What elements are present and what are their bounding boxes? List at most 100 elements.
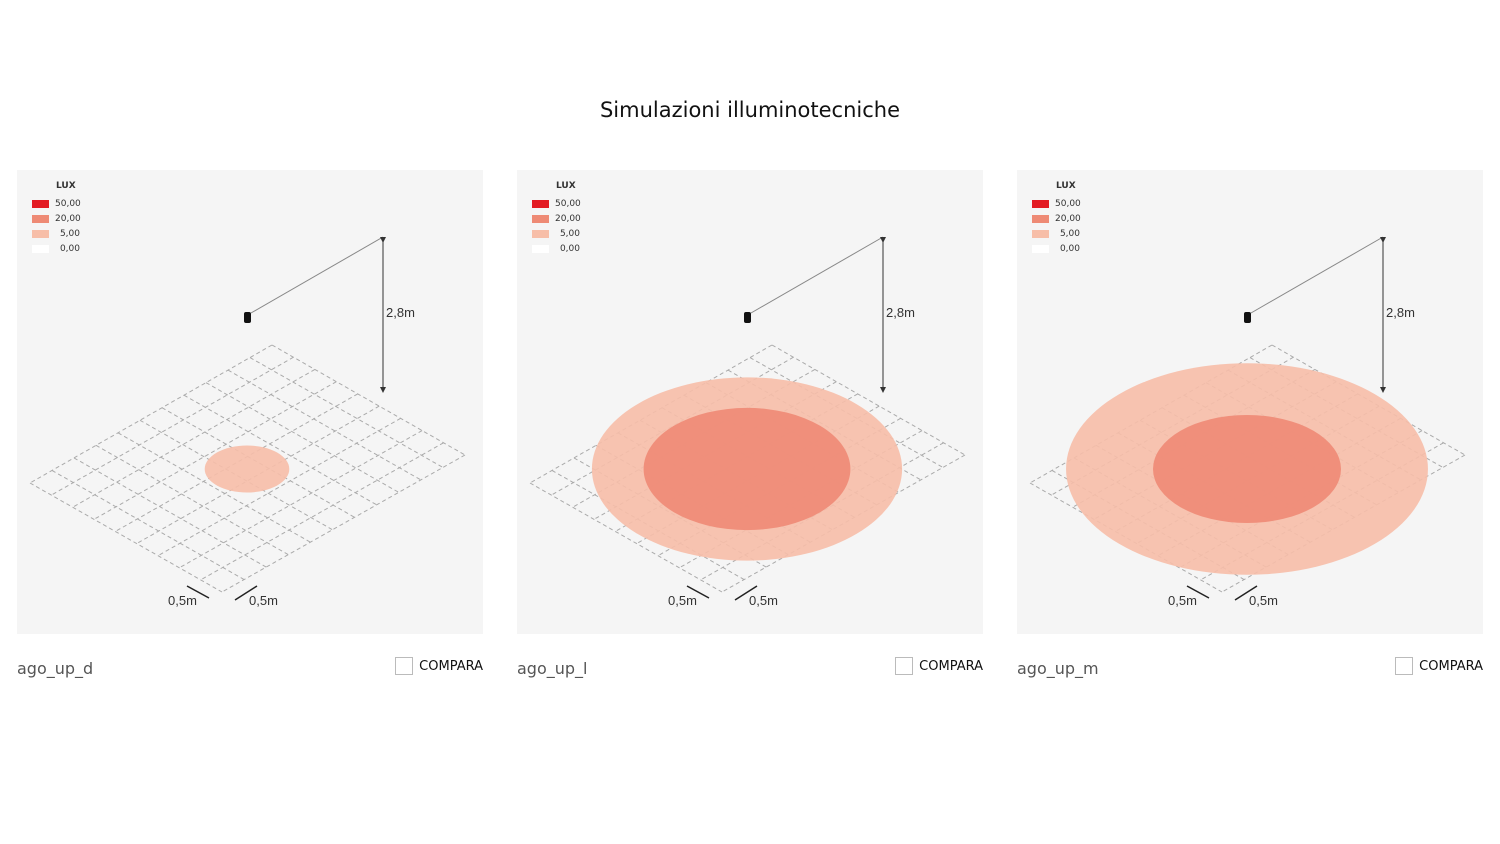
grid-dimension-label: 0,5m: [1168, 593, 1197, 608]
grid-line: [51, 470, 245, 580]
grid-line: [29, 482, 223, 593]
grid-line: [117, 432, 311, 543]
checkbox-icon[interactable]: [395, 657, 414, 675]
pole-line: [1250, 236, 1384, 314]
lux-legend: LUX 50,00 20,00 5,00 0,00: [532, 181, 581, 256]
legend-swatch: [1032, 229, 1049, 238]
grid-line: [1271, 344, 1466, 456]
height-label: 2,8m: [886, 305, 915, 320]
grid-line: [529, 344, 773, 484]
lux-legend: LUX 50,00 20,00 5,00 0,00: [1032, 181, 1081, 256]
grid-line: [115, 393, 359, 532]
grid-line: [551, 470, 745, 580]
grid-line: [551, 356, 794, 496]
grid-line: [249, 357, 444, 468]
lighting-diagram: 2,8m 0,5m 0,5m: [29, 236, 466, 608]
legend-swatch: [532, 199, 549, 208]
grid-line: [271, 344, 466, 456]
grid-line: [183, 394, 377, 506]
grid-line: [157, 417, 401, 557]
checkbox-icon[interactable]: [895, 657, 914, 675]
legend-swatch: [32, 244, 49, 253]
grid-line: [73, 457, 267, 568]
legend-header: LUX: [56, 181, 76, 191]
pole-line: [750, 236, 884, 314]
simulation-name: ago_up_l: [517, 659, 588, 678]
compare-checkbox[interactable]: COMPARA: [1395, 657, 1483, 675]
legend-value: 20,00: [555, 213, 581, 224]
compare-checkbox[interactable]: COMPARA: [895, 657, 983, 675]
luminaire-icon: [244, 312, 251, 323]
simulation-panel: 2,8m 0,5m 0,5m LUX 50,00 20,00 5,00 0,00: [517, 170, 983, 634]
height-label: 2,8m: [1386, 305, 1415, 320]
grid-dimension-label: 0,5m: [749, 593, 778, 608]
grid-line: [72, 369, 316, 508]
grid-line: [227, 369, 422, 481]
legend-swatch: [1032, 199, 1049, 208]
grid-line: [93, 381, 337, 520]
legend-swatch: [1032, 244, 1049, 253]
legend-value: 50,00: [55, 198, 81, 209]
legend-item: 0,00: [32, 241, 80, 256]
legend-item: 0,00: [532, 241, 580, 256]
legend-value: 20,00: [55, 213, 81, 224]
legend-swatch: [32, 199, 49, 208]
lighting-diagram: 2,8m 0,5m 0,5m: [1029, 236, 1466, 608]
grid-line: [179, 430, 423, 569]
lux-legend: LUX 50,00 20,00 5,00 0,00: [32, 181, 81, 256]
simulation-card: 2,8m 0,5m 0,5m LUX 50,00 20,00 5,00 0,00 ago…: [517, 170, 983, 678]
grid-line: [721, 454, 966, 593]
page-title: Simulazioni illuminotecniche: [599, 98, 901, 122]
grid-line: [200, 442, 444, 581]
grid-dimension-label: 0,5m: [168, 593, 197, 608]
grid-line: [205, 382, 399, 493]
lux-zone-ellipse: [204, 445, 290, 493]
grid-line: [749, 357, 944, 468]
legend-item: 20,00: [532, 211, 581, 226]
lux-zone-ellipse: [643, 407, 851, 531]
compare-checkbox[interactable]: COMPARA: [395, 657, 483, 675]
compare-label: COMPARA: [419, 658, 483, 674]
compare-label: COMPARA: [919, 658, 983, 674]
legend-item: 0,00: [1032, 241, 1080, 256]
grid-line: [136, 405, 380, 544]
grid-line: [1029, 482, 1223, 593]
luminaire-icon: [744, 312, 751, 323]
grid-dimension-label: 0,5m: [249, 593, 278, 608]
legend-swatch: [532, 244, 549, 253]
simulation-name: ago_up_m: [1017, 659, 1099, 678]
legend-item: 20,00: [1032, 211, 1081, 226]
legend-item: 5,00: [1032, 226, 1080, 241]
legend-value: 50,00: [1055, 198, 1081, 209]
luminaire-icon: [1244, 312, 1251, 323]
legend-value: 0,00: [1059, 243, 1080, 254]
legend-header: LUX: [1056, 181, 1076, 191]
legend-value: 5,00: [1059, 228, 1080, 239]
grid-line: [29, 344, 273, 484]
checkbox-icon[interactable]: [1395, 657, 1414, 675]
legend-value: 50,00: [555, 198, 581, 209]
legend-value: 0,00: [559, 243, 580, 254]
legend-value: 5,00: [559, 228, 580, 239]
simulation-panel: 2,8m 0,5m 0,5m LUX 50,00 20,00 5,00 0,00: [1017, 170, 1483, 634]
height-label: 2,8m: [386, 305, 415, 320]
grid-line: [51, 356, 294, 496]
legend-item: 5,00: [532, 226, 580, 241]
legend-item: 50,00: [1032, 196, 1081, 211]
legend-item: 5,00: [32, 226, 80, 241]
legend-value: 20,00: [1055, 213, 1081, 224]
simulation-name: ago_up_d: [17, 659, 94, 678]
grid-dimension-label: 0,5m: [1249, 593, 1278, 608]
simulation-card: 2,8m 0,5m 0,5m LUX 50,00 20,00 5,00 0,00 ago…: [17, 170, 483, 678]
legend-item: 20,00: [32, 211, 81, 226]
legend-swatch: [32, 214, 49, 223]
grid-line: [95, 444, 289, 556]
legend-value: 5,00: [59, 228, 80, 239]
floor-grid: [29, 344, 466, 593]
legend-value: 0,00: [59, 243, 80, 254]
grid-line: [221, 454, 466, 593]
legend-swatch: [1032, 214, 1049, 223]
legend-swatch: [532, 214, 549, 223]
grid-dimension-label: 0,5m: [668, 593, 697, 608]
simulation-panel: 2,8m 0,5m 0,5m LUX 50,00 20,00 5,00 0,00: [17, 170, 483, 634]
